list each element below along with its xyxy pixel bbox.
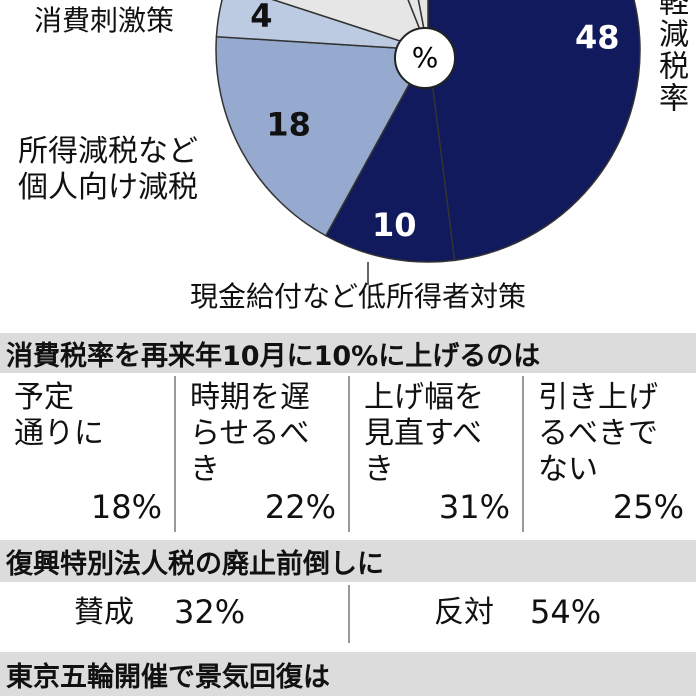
answer-label: 予定 通りに	[14, 380, 104, 451]
value-label: 48	[575, 18, 620, 56]
value-label: 18	[266, 106, 311, 144]
pie-slice	[271, 0, 430, 52]
value-label: 4	[250, 0, 272, 35]
category-label: 所得減税など 個人向け減税	[18, 134, 198, 205]
answer-value: 25%	[612, 488, 684, 526]
answer-value: 22%	[264, 488, 336, 526]
answer-cell: 引き上げ るべきで ない 25%	[522, 376, 696, 532]
center-label: %	[412, 41, 439, 74]
pie-slice	[324, 47, 456, 263]
answer-cell: 上げ幅を 見直すべ き 31%	[348, 376, 522, 532]
pie-slice	[215, 35, 430, 237]
answer-cell: 反対 54%	[348, 585, 696, 643]
pie-chart: 48 10 18 4%	[215, 0, 641, 285]
answer-value: 18%	[90, 488, 162, 526]
pie-slice	[427, 0, 641, 262]
answer-value: 31%	[438, 488, 510, 526]
answer-value: 54%	[530, 593, 602, 631]
answer-label: 引き上げ るべきで ない	[538, 380, 658, 487]
section-header: 東京五輪開催で景気回復は	[0, 652, 696, 696]
answer-label: 上げ幅を 見直すべ き	[364, 380, 484, 487]
pie-slice	[417, 0, 429, 51]
answer-cell: 予定 通りに 18%	[0, 376, 174, 532]
answer-value: 32%	[174, 593, 246, 631]
category-label: 消費刺激策	[34, 4, 175, 37]
value-label: 10	[372, 206, 417, 244]
answer-label: 賛成	[74, 595, 134, 630]
category-label: 現金給付など低所得者対策	[190, 280, 527, 313]
section-header: 復興特別法人税の廃止前倒しに	[0, 540, 696, 582]
center-circle	[394, 27, 456, 89]
answer-cell: 賛成 32%	[0, 585, 348, 643]
section-header: 消費税率を再来年10月に10%に上げるのは	[0, 333, 696, 373]
answer-label: 時期を遅 らせるべ き	[190, 380, 310, 487]
answer-label: 反対	[434, 595, 494, 630]
answer-cell: 時期を遅 らせるべ き 22%	[174, 376, 348, 532]
pie-slice	[215, 0, 429, 51]
category-label: 軽減税率	[653, 0, 688, 114]
